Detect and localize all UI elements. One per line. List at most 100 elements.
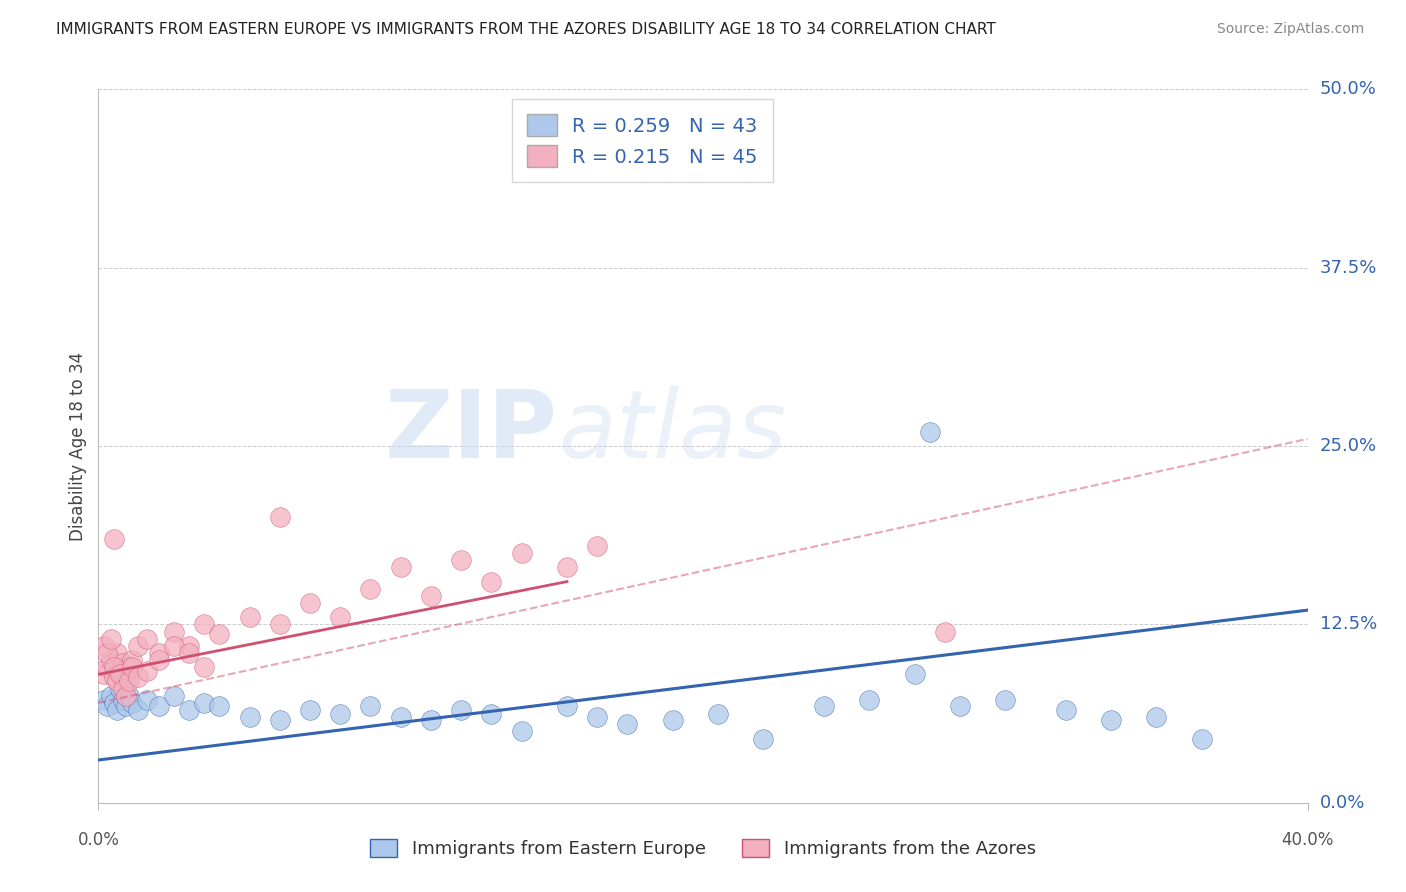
Point (1191, 731, 1213, 746)
Point (918, 425, 941, 439)
Point (858, 693, 880, 707)
Point (114, 674, 136, 689)
Point (105, 646, 128, 660)
Point (299, 596, 322, 610)
Point (105, 674, 128, 689)
Point (121, 660, 143, 674)
Point (269, 510, 291, 524)
Point (127, 703, 149, 717)
Point (96, 698, 118, 713)
Point (96, 646, 118, 660)
Point (661, 713, 683, 727)
Point (114, 698, 136, 713)
Point (93, 667, 115, 681)
Point (135, 632, 157, 646)
Point (111, 656, 134, 670)
Point (193, 617, 215, 632)
Point (100, 653, 122, 667)
Text: ZIP: ZIP (385, 385, 558, 478)
Text: 37.5%: 37.5% (1320, 259, 1376, 277)
Point (510, 724, 533, 739)
Point (177, 703, 201, 717)
Point (481, 574, 503, 589)
Point (127, 639, 149, 653)
Point (481, 707, 503, 722)
Point (148, 646, 170, 660)
Point (586, 539, 609, 553)
Point (904, 667, 927, 681)
Point (163, 689, 186, 703)
Point (707, 707, 730, 722)
Text: 0.0%: 0.0% (1320, 794, 1365, 812)
Point (100, 632, 122, 646)
Point (103, 532, 125, 546)
Point (389, 710, 412, 724)
Point (105, 703, 128, 717)
Point (103, 670, 125, 684)
Point (121, 653, 143, 667)
Legend: Immigrants from Eastern Europe, Immigrants from the Azores: Immigrants from Eastern Europe, Immigran… (363, 831, 1043, 865)
Point (329, 610, 352, 624)
Text: atlas: atlas (558, 386, 786, 477)
Point (1054, 703, 1077, 717)
Text: 40.0%: 40.0% (1281, 831, 1334, 849)
Point (1099, 713, 1122, 727)
Text: 50.0%: 50.0% (1320, 80, 1376, 98)
Point (114, 689, 136, 703)
Point (148, 698, 170, 713)
Point (108, 681, 131, 696)
Point (208, 627, 231, 641)
Point (108, 667, 131, 681)
Point (934, 624, 956, 639)
Point (360, 698, 382, 713)
Point (419, 713, 441, 727)
Point (193, 660, 215, 674)
Point (118, 674, 141, 689)
Point (111, 681, 134, 696)
Point (127, 670, 149, 684)
Point (208, 698, 231, 713)
Text: IMMIGRANTS FROM EASTERN EUROPE VS IMMIGRANTS FROM THE AZORES DISABILITY AGE 18 T: IMMIGRANTS FROM EASTERN EUROPE VS IMMIGR… (56, 22, 995, 37)
Point (93, 639, 115, 653)
Point (163, 639, 186, 653)
Text: 0.0%: 0.0% (77, 831, 120, 849)
Point (752, 731, 775, 746)
Point (813, 698, 835, 713)
Y-axis label: Disability Age 18 to 34: Disability Age 18 to 34 (69, 351, 87, 541)
Point (329, 707, 352, 722)
Point (121, 696, 143, 710)
Point (103, 696, 125, 710)
Point (586, 710, 609, 724)
Point (163, 624, 186, 639)
Point (555, 560, 578, 574)
Point (299, 703, 322, 717)
Point (177, 646, 201, 660)
Point (419, 589, 441, 603)
Point (510, 546, 533, 560)
Point (100, 689, 122, 703)
Text: 12.5%: 12.5% (1320, 615, 1376, 633)
Point (450, 703, 472, 717)
Point (103, 660, 125, 674)
Point (239, 610, 262, 624)
Point (389, 560, 412, 574)
Point (555, 698, 578, 713)
Point (239, 710, 262, 724)
Point (616, 717, 638, 731)
Point (118, 689, 141, 703)
Point (1144, 710, 1167, 724)
Point (269, 617, 291, 632)
Point (108, 665, 131, 679)
Point (148, 653, 170, 667)
Point (135, 693, 157, 707)
Point (949, 698, 972, 713)
Point (193, 696, 215, 710)
Text: Source: ZipAtlas.com: Source: ZipAtlas.com (1216, 22, 1364, 37)
Point (450, 553, 472, 567)
Point (994, 693, 1017, 707)
Point (360, 582, 382, 596)
Point (111, 693, 134, 707)
Text: 25.0%: 25.0% (1320, 437, 1376, 455)
Point (93, 693, 115, 707)
Point (118, 660, 141, 674)
